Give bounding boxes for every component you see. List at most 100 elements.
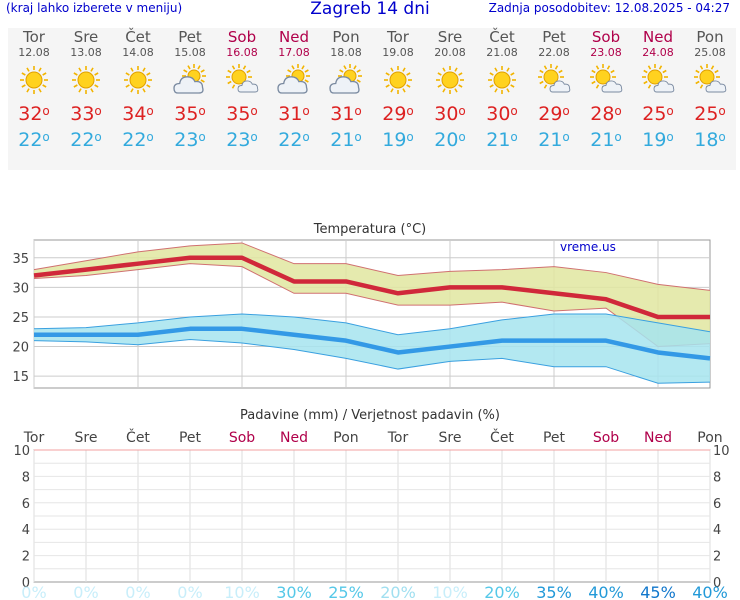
day-date: 18.08 — [330, 46, 362, 59]
precip-probability-label: 25% — [328, 583, 364, 600]
max-temp-band — [34, 242, 710, 347]
precip-probability-label: 0% — [73, 583, 98, 600]
page-title: Zagreb 14 dni — [310, 0, 430, 19]
day-name: Ned — [643, 28, 673, 46]
sun-cloud-icon — [216, 59, 268, 101]
max-temp: 25o — [694, 103, 726, 125]
y-tick-label-right: 10 — [713, 444, 730, 459]
y-tick-label-left: 8 — [22, 470, 30, 485]
cloud-sun-icon — [164, 59, 216, 101]
cloud-sun-icon — [320, 59, 372, 101]
precip-day-label: Sob — [229, 430, 255, 446]
last-update: Zadnja posodobitev: 12.08.2025 - 04:27 — [488, 1, 730, 15]
y-tick-label: 35 — [12, 252, 29, 267]
max-temp: 30o — [486, 103, 518, 125]
day-name: Sre — [437, 28, 463, 46]
precipitation-chart-title: Padavine (mm) / Verjetnost padavin (%) — [240, 408, 500, 423]
chart-watermark: vreme.us — [560, 240, 616, 254]
day-column: Čet 21.08 30o 21o — [476, 28, 528, 153]
max-temp: 31o — [330, 103, 362, 125]
y-tick-label-left: 10 — [13, 444, 30, 459]
max-temp: 29o — [538, 103, 570, 125]
max-temp: 28o — [590, 103, 622, 125]
min-temp: 23o — [174, 129, 206, 151]
location-hint[interactable]: (kraj lahko izberete v meniju) — [6, 1, 183, 15]
min-temp-line — [34, 326, 711, 361]
min-temp: 22o — [18, 129, 50, 151]
precip-day-label: Čet — [490, 428, 514, 446]
day-date: 14.08 — [122, 46, 154, 59]
precip-probability-label: 0% — [21, 583, 46, 600]
day-name: Tor — [23, 28, 45, 46]
precip-probability-label: 20% — [484, 583, 520, 600]
max-temp-line — [33, 255, 710, 320]
precip-probability-label: 20% — [380, 583, 416, 600]
max-temp: 34o — [122, 103, 154, 125]
day-column: Čet 14.08 34o 22o — [112, 28, 164, 153]
day-column: Tor 12.08 32o 22o — [8, 28, 60, 153]
precip-probability-label: 40% — [692, 583, 728, 600]
day-date: 15.08 — [174, 46, 206, 59]
y-tick-label: 15 — [12, 370, 29, 385]
precip-day-label: Tor — [23, 430, 45, 446]
precip-day-label: Pet — [543, 430, 566, 446]
y-tick-label: 30 — [12, 281, 29, 296]
min-temp: 21o — [330, 129, 362, 151]
sun-cloud-icon — [580, 59, 632, 101]
day-column: Sre 20.08 30o 20o — [424, 28, 476, 153]
max-temp: 35o — [174, 103, 206, 125]
min-temp: 22o — [122, 129, 154, 151]
max-temp: 33o — [70, 103, 102, 125]
min-temp: 20o — [434, 129, 466, 151]
precip-day-label: Ned — [644, 430, 672, 446]
precip-day-label: Pet — [179, 430, 202, 446]
precip-day-label: Sob — [593, 430, 619, 446]
y-tick-label-right: 8 — [713, 470, 721, 485]
precip-day-label: Sre — [75, 430, 98, 446]
max-temp: 35o — [226, 103, 258, 125]
y-tick-label-left: 2 — [22, 550, 30, 565]
day-date: 17.08 — [278, 46, 310, 59]
day-name: Pon — [696, 28, 724, 46]
max-temp: 29o — [382, 103, 414, 125]
sun-icon — [8, 59, 60, 101]
precip-day-label: Pon — [697, 430, 722, 446]
day-date: 21.08 — [486, 46, 518, 59]
precip-day-label: Sre — [439, 430, 462, 446]
min-temp: 21o — [538, 129, 570, 151]
sun-cloud-icon — [632, 59, 684, 101]
y-tick-label: 20 — [12, 341, 29, 356]
min-temp: 22o — [278, 129, 310, 151]
y-tick-label-right: 2 — [713, 550, 721, 565]
day-name: Sob — [227, 28, 257, 46]
precip-probability-label: 45% — [640, 583, 676, 600]
max-temp-band-lower-edge — [33, 263, 711, 348]
precip-probability-label: 10% — [432, 583, 468, 600]
min-temp: 19o — [382, 129, 414, 151]
y-tick-label-right: 6 — [713, 497, 721, 512]
precip-day-label: Pon — [333, 430, 358, 446]
day-name: Sob — [591, 28, 621, 46]
sun-icon — [112, 59, 164, 101]
max-temp: 30o — [434, 103, 466, 125]
y-tick-label-left: 4 — [22, 523, 30, 538]
y-tick-label-left: 6 — [22, 497, 30, 512]
day-date: 23.08 — [590, 46, 622, 59]
max-temp: 25o — [642, 103, 674, 125]
temperature-chart-title: Temperatura (°C) — [313, 222, 426, 237]
max-temp: 32o — [18, 103, 50, 125]
daily-forecast-panel: Tor 12.08 32o 22o Sre 13.08 33o 22o Čet 14.08 34o 2… — [8, 28, 736, 170]
day-column: Pon 25.08 25o 18o — [684, 28, 736, 153]
header: (kraj lahko izberete v meniju) Zagreb 14… — [0, 0, 740, 22]
sun-cloud-icon — [528, 59, 580, 101]
day-name: Pet — [542, 28, 566, 46]
y-tick-label-left: 0 — [22, 576, 30, 591]
y-tick-label-right: 0 — [713, 576, 721, 591]
day-name: Sre — [73, 28, 99, 46]
precip-probability-label: 0% — [125, 583, 150, 600]
day-column: Sob 23.08 28o 21o — [580, 28, 632, 153]
day-name: Pet — [178, 28, 202, 46]
day-column: Pon 18.08 31o 21o — [320, 28, 372, 153]
day-date: 22.08 — [538, 46, 570, 59]
